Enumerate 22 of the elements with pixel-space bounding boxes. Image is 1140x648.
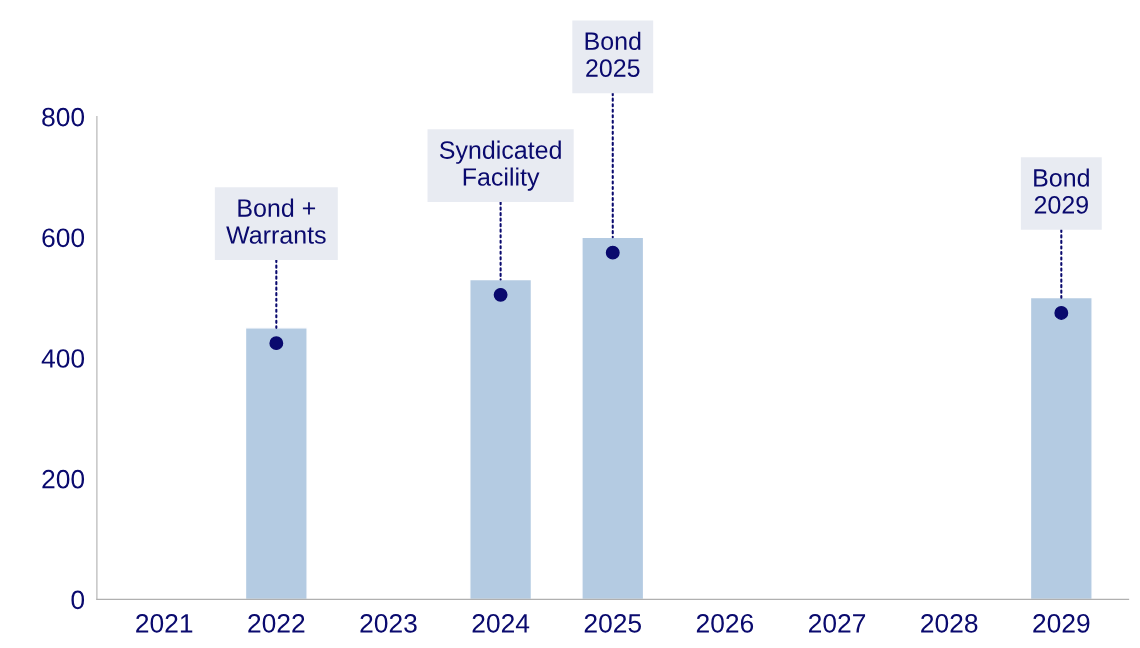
y-tick-label: 200 xyxy=(42,469,85,489)
x-tick-label: 2029 xyxy=(1033,613,1090,633)
x-tick-label: 2026 xyxy=(696,613,754,633)
x-tick-label: 2024 xyxy=(472,613,530,633)
y-tick-label: 600 xyxy=(42,228,85,248)
annotation: Syndicated Facility xyxy=(439,140,561,191)
bar xyxy=(469,278,533,600)
bar xyxy=(244,327,308,600)
x-tick-label: 2021 xyxy=(136,613,193,633)
y-tick-label: 0 xyxy=(71,590,85,610)
bar xyxy=(581,236,645,600)
x-tick-label: 2025 xyxy=(584,613,641,633)
annotation: Bond + Warrants xyxy=(226,198,326,244)
x-tick-label: 2028 xyxy=(921,613,978,633)
x-tick-label: 2022 xyxy=(248,613,305,633)
x-tick-label: 2023 xyxy=(360,613,417,633)
bar xyxy=(1029,296,1093,600)
x-tick-label: 2027 xyxy=(809,613,866,633)
y-tick-label: 400 xyxy=(41,349,85,368)
annotation: Bond 2025 xyxy=(585,31,641,77)
y-tick-label: 800 xyxy=(42,107,85,127)
annotation: Bond 2029 xyxy=(1034,168,1089,214)
